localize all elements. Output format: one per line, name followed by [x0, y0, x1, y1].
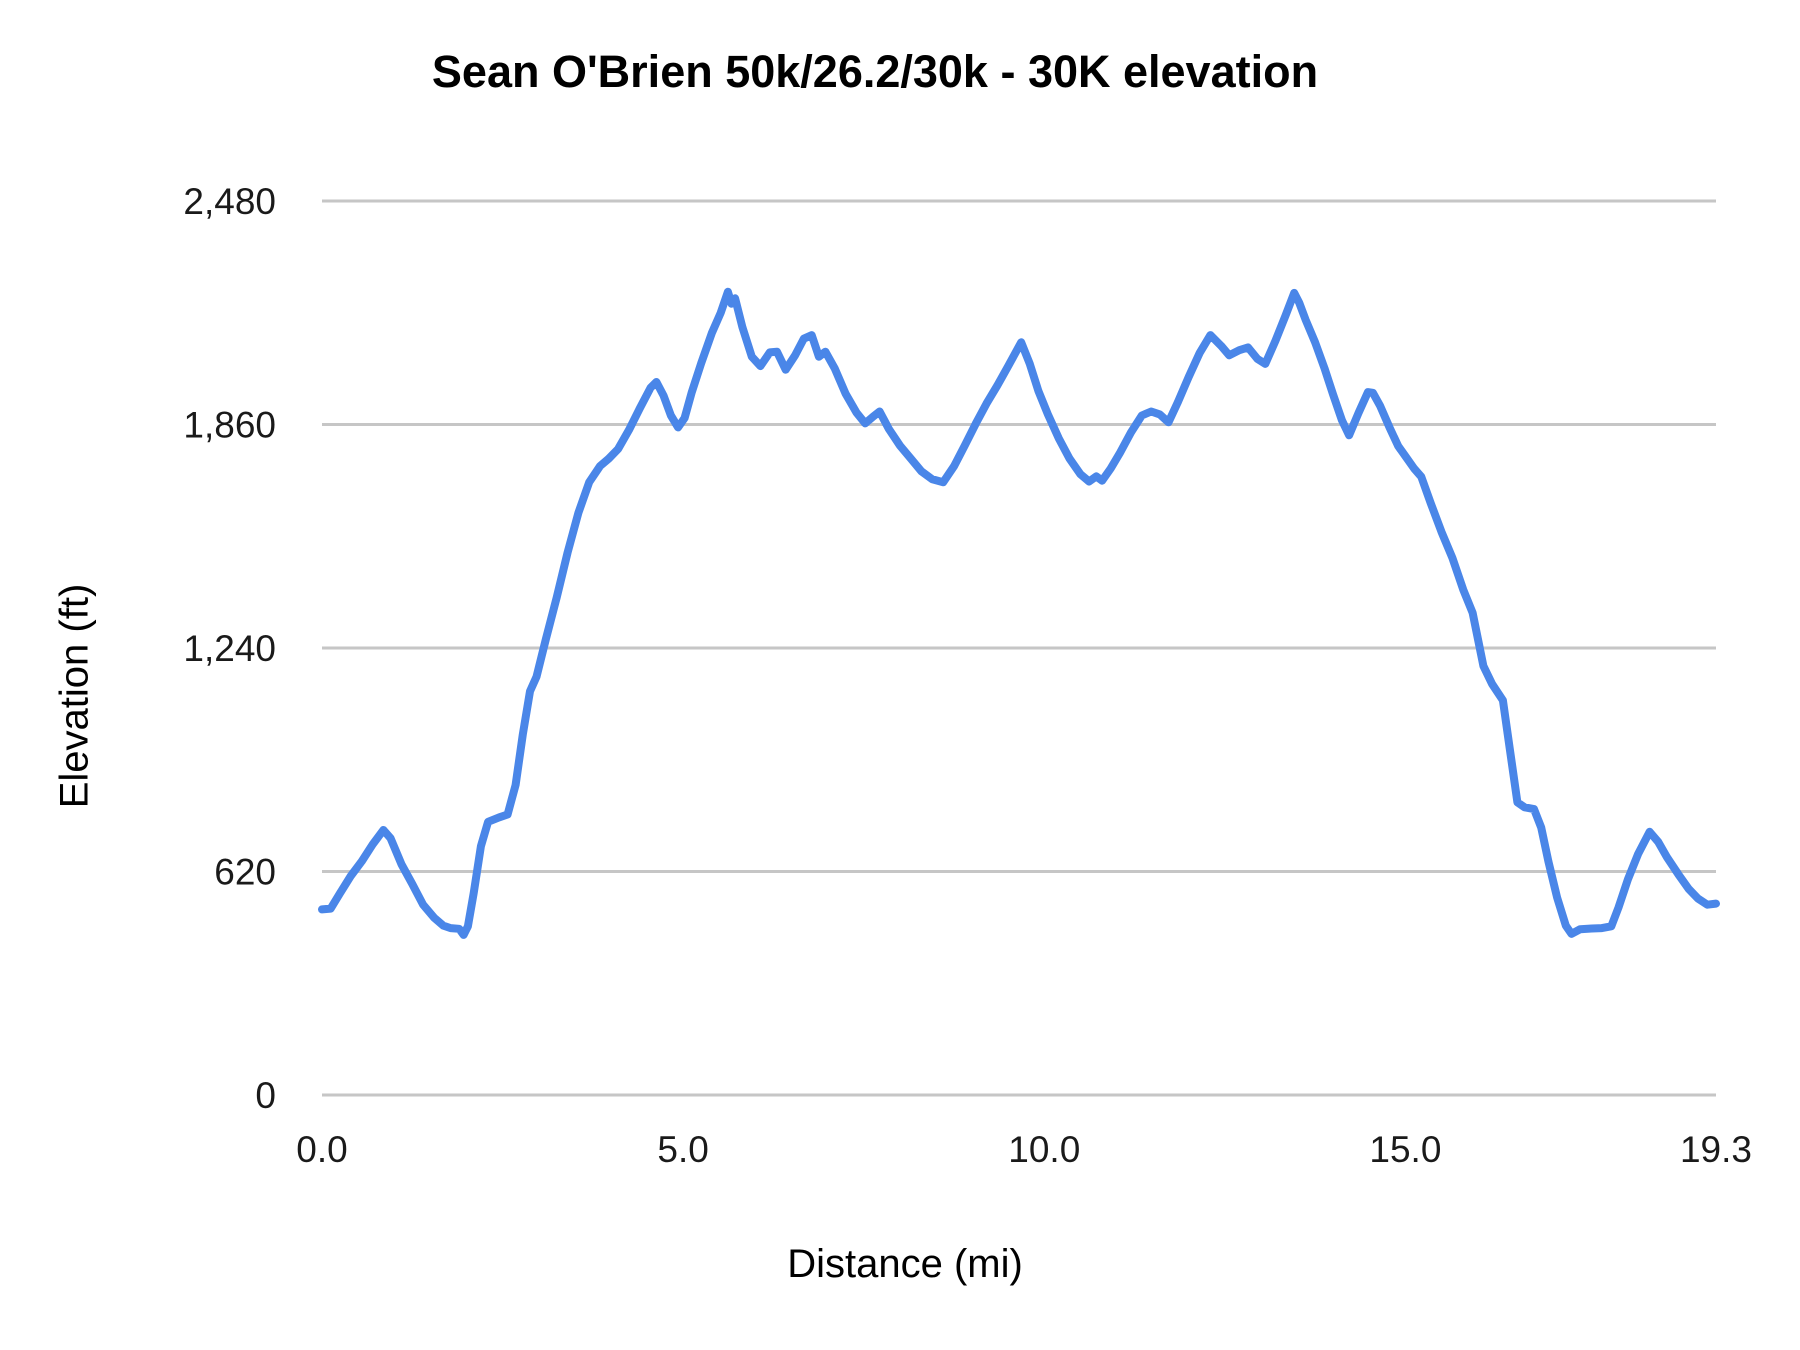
x-tick-label: 10.0: [1008, 1129, 1080, 1170]
y-tick-label: 620: [214, 852, 276, 893]
elevation-series-line: [318, 287, 1720, 939]
y-tick-label: 2,480: [183, 181, 276, 222]
chart-title: Sean O'Brien 50k/26.2/30k - 30K elevatio…: [431, 46, 1319, 97]
x-axis-title: Distance (mi): [787, 1242, 1023, 1286]
y-tick-label: 1,240: [183, 628, 276, 669]
x-tick-label: 5.0: [657, 1129, 708, 1170]
x-tick-label: 0.0: [296, 1129, 347, 1170]
y-tick-label: 1,860: [183, 405, 276, 446]
x-tick-label: 15.0: [1369, 1129, 1441, 1170]
y-tick-label: 0: [255, 1075, 276, 1116]
x-tick-label: 19.3: [1680, 1129, 1752, 1170]
